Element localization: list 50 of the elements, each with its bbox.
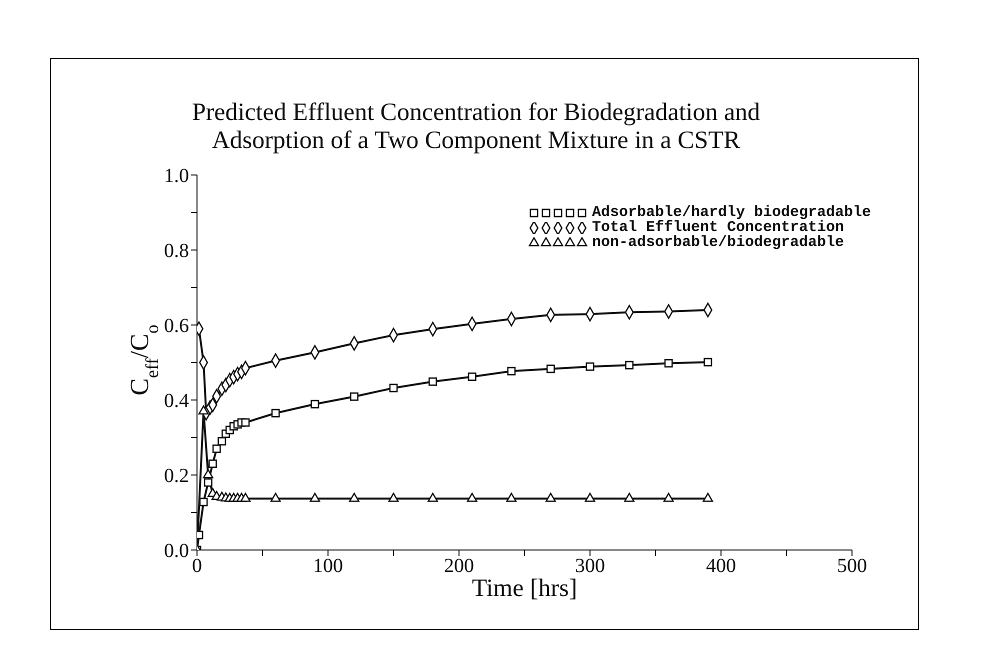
legend-label: Total Effluent Concentration	[592, 219, 844, 236]
y-tick-label: 0.6	[164, 315, 189, 338]
point	[466, 492, 478, 502]
x-tick-label: 400	[706, 555, 736, 578]
x-tick-label: 0	[192, 555, 202, 578]
point	[468, 372, 476, 381]
point	[199, 498, 208, 506]
point	[202, 469, 214, 478]
point	[240, 492, 251, 502]
x-tick-label: 500	[837, 555, 867, 578]
point	[208, 460, 217, 468]
point	[664, 359, 673, 368]
point	[428, 377, 438, 386]
point	[624, 492, 634, 502]
x-axis-title: Time [hrs]	[472, 574, 578, 602]
y-tick-label: 0.4	[164, 390, 189, 412]
point	[625, 360, 634, 370]
point	[586, 362, 594, 371]
y-tick-label: 0.0	[164, 540, 189, 562]
point	[663, 492, 674, 502]
x-tick-label: 100	[313, 555, 343, 578]
point	[271, 408, 280, 418]
point	[198, 405, 209, 415]
point	[388, 492, 399, 502]
point	[218, 437, 226, 446]
y-tick-label: 1.0	[164, 165, 189, 188]
legend-label: non-adsorbable/biodegradable	[592, 234, 844, 251]
point	[310, 492, 320, 502]
point	[270, 492, 281, 502]
point	[428, 492, 438, 502]
point	[204, 478, 212, 487]
point	[704, 358, 712, 366]
y-tick-label: 0.2	[164, 465, 189, 488]
chart-title: Predicted Effluent Concentration for Biodegradation and Adsorption of a Two Component Mixture in a CSTR	[192, 99, 761, 154]
point	[702, 492, 714, 502]
point	[212, 444, 221, 453]
point	[310, 400, 320, 408]
point	[349, 492, 360, 502]
x-tick-label: 200	[444, 555, 474, 578]
point	[389, 384, 398, 392]
point	[507, 366, 516, 376]
point	[546, 492, 556, 502]
x-tick-label: 300	[575, 555, 605, 578]
point	[241, 418, 250, 427]
point	[506, 492, 517, 502]
point	[350, 392, 358, 401]
point	[584, 492, 596, 502]
y-tick-label: 0.8	[164, 240, 189, 262]
legend-label: Adsorbable/hardly biodegradable	[592, 204, 872, 221]
point	[546, 364, 555, 374]
